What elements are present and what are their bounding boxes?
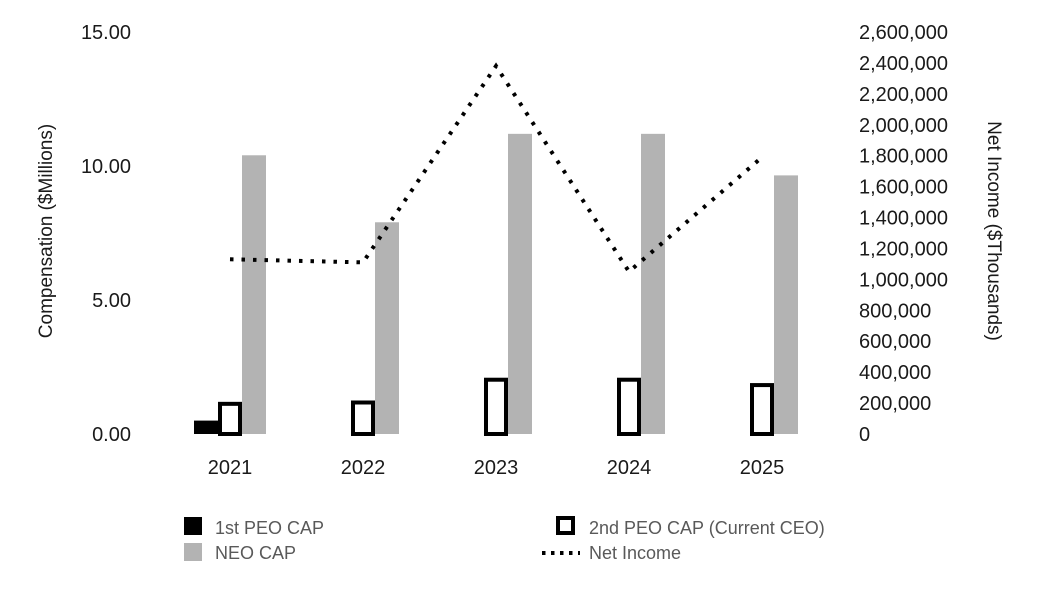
y2-tick-label: 1,000,000	[859, 269, 948, 291]
y2-tick-label: 2,400,000	[859, 53, 948, 75]
y2-tick-label: 1,400,000	[859, 208, 948, 230]
bar-neo-cap-2024	[641, 133, 665, 434]
y2-tick-label: 2,200,000	[859, 84, 948, 106]
x-tick-label: 2022	[341, 457, 386, 479]
legend: 1st PEO CAP NEO CAP 2nd PEO CAP (Current…	[184, 516, 825, 563]
y2-tick-label: 600,000	[859, 331, 931, 353]
bar-2nd-peo-cap-current-ceo-2022	[351, 400, 375, 436]
left-axis-ticks: 0.00 5.00 10.00 15.00	[81, 22, 131, 446]
legend-label-2nd-peo-cap: 2nd PEO CAP (Current CEO)	[589, 518, 825, 538]
y-axis-title: Compensation ($Millions)	[36, 124, 57, 338]
legend-label-net-income: Net Income	[589, 543, 681, 563]
bar-neo-cap-2025	[774, 175, 798, 434]
x-tick-label: 2025	[740, 457, 785, 479]
bar-2nd-peo-cap-current-ceo-2023	[484, 377, 508, 436]
bar-neo-cap-2022	[375, 222, 399, 434]
bar-2nd-peo-cap-current-ceo-2021	[218, 401, 242, 436]
y2-tick-label: 0	[859, 424, 870, 446]
x-axis-ticks: 2021 2022 2023 2024 2025	[208, 457, 785, 479]
legend-label-neo-cap: NEO CAP	[215, 543, 296, 563]
right-axis-ticks: 0 200,000 400,000 600,000 800,000 1,000,000 1,…	[859, 22, 948, 446]
legend-label-1st-peo-cap: 1st PEO CAP	[215, 518, 324, 538]
bar-2nd-peo-cap-current-ceo-2025	[750, 383, 774, 436]
legend-swatch-2nd-peo-cap	[556, 516, 575, 535]
net-income-line-layer	[229, 62, 764, 275]
x-tick-label: 2023	[474, 457, 519, 479]
y2-axis-title: Net Income ($Thousands)	[983, 121, 1004, 341]
y2-tick-label: 800,000	[859, 300, 931, 322]
y2-tick-label: 1,600,000	[859, 177, 948, 199]
bar-neo-cap-2023	[508, 133, 532, 434]
y2-tick-label: 2,600,000	[859, 22, 948, 44]
y-tick-label: 10.00	[81, 156, 131, 178]
y2-tick-label: 2,000,000	[859, 115, 948, 137]
y2-tick-label: 400,000	[859, 362, 931, 384]
bar-2nd-peo-cap-current-ceo-2024	[617, 377, 641, 436]
net-income-line	[229, 62, 764, 275]
bar-1st-peo-cap-2021	[194, 420, 218, 434]
bars	[194, 133, 798, 436]
y-tick-label: 5.00	[92, 290, 131, 312]
y-tick-label: 15.00	[81, 22, 131, 44]
x-tick-label: 2024	[607, 457, 652, 479]
legend-swatch-neo-cap	[184, 543, 202, 561]
x-tick-label: 2021	[208, 457, 253, 479]
y2-tick-label: 1,200,000	[859, 238, 948, 260]
y-tick-label: 0.00	[92, 424, 131, 446]
legend-swatch-1st-peo-cap	[184, 517, 202, 535]
y2-tick-label: 1,800,000	[859, 146, 948, 168]
bar-neo-cap-2021	[242, 155, 266, 434]
y2-tick-label: 200,000	[859, 393, 931, 415]
